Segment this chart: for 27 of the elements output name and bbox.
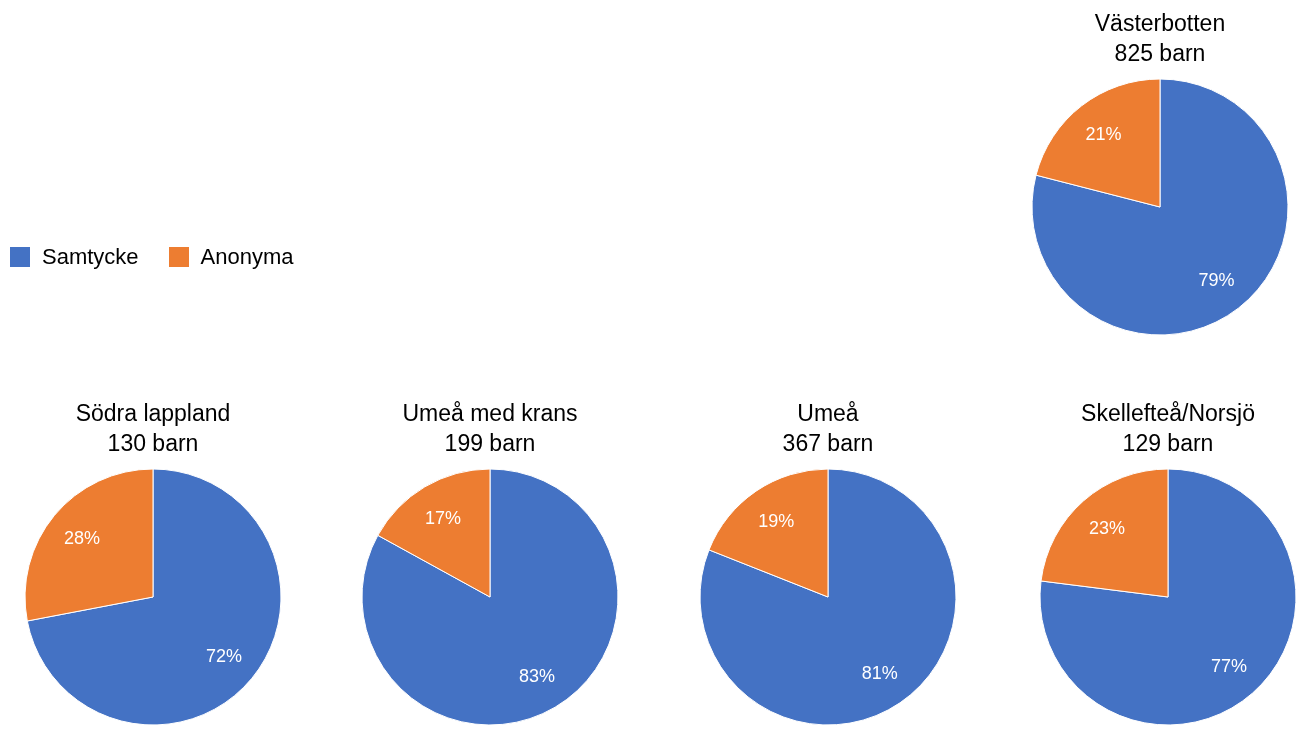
data-label: 72% bbox=[205, 645, 243, 666]
data-label: 21% bbox=[1085, 124, 1122, 145]
chart-subtitle: 367 barn bbox=[782, 429, 874, 458]
pie-slice bbox=[1031, 78, 1289, 336]
pie-slice bbox=[1039, 468, 1297, 726]
data-label: 28% bbox=[63, 528, 101, 549]
chart-subtitle: 129 barn bbox=[1122, 429, 1214, 458]
data-label: 23% bbox=[1089, 517, 1126, 538]
data-label: 79% bbox=[1198, 269, 1235, 290]
pie-slice bbox=[361, 468, 619, 726]
pie-slice bbox=[26, 468, 282, 726]
chart-subtitle: 130 barn bbox=[107, 429, 199, 458]
chart-title: Skellefteå/Norsjö bbox=[1081, 399, 1255, 428]
data-label: 17% bbox=[425, 507, 462, 528]
data-label: 83% bbox=[518, 666, 555, 687]
pie-slice bbox=[699, 468, 957, 726]
data-label: 77% bbox=[1210, 656, 1247, 677]
legend-label: Anonyma bbox=[200, 244, 294, 270]
chart-subtitle: 825 barn bbox=[1114, 39, 1206, 68]
chart-title: Umeå bbox=[797, 399, 859, 428]
chart-title: Umeå med krans bbox=[402, 399, 578, 428]
chart-title: Södra lappland bbox=[75, 399, 231, 428]
chart-subtitle: 199 barn bbox=[444, 429, 536, 458]
legend-label: Samtycke bbox=[42, 244, 139, 270]
data-label: 81% bbox=[861, 663, 898, 684]
data-label: 19% bbox=[758, 510, 795, 531]
chart-title: Västerbotten bbox=[1094, 9, 1226, 38]
